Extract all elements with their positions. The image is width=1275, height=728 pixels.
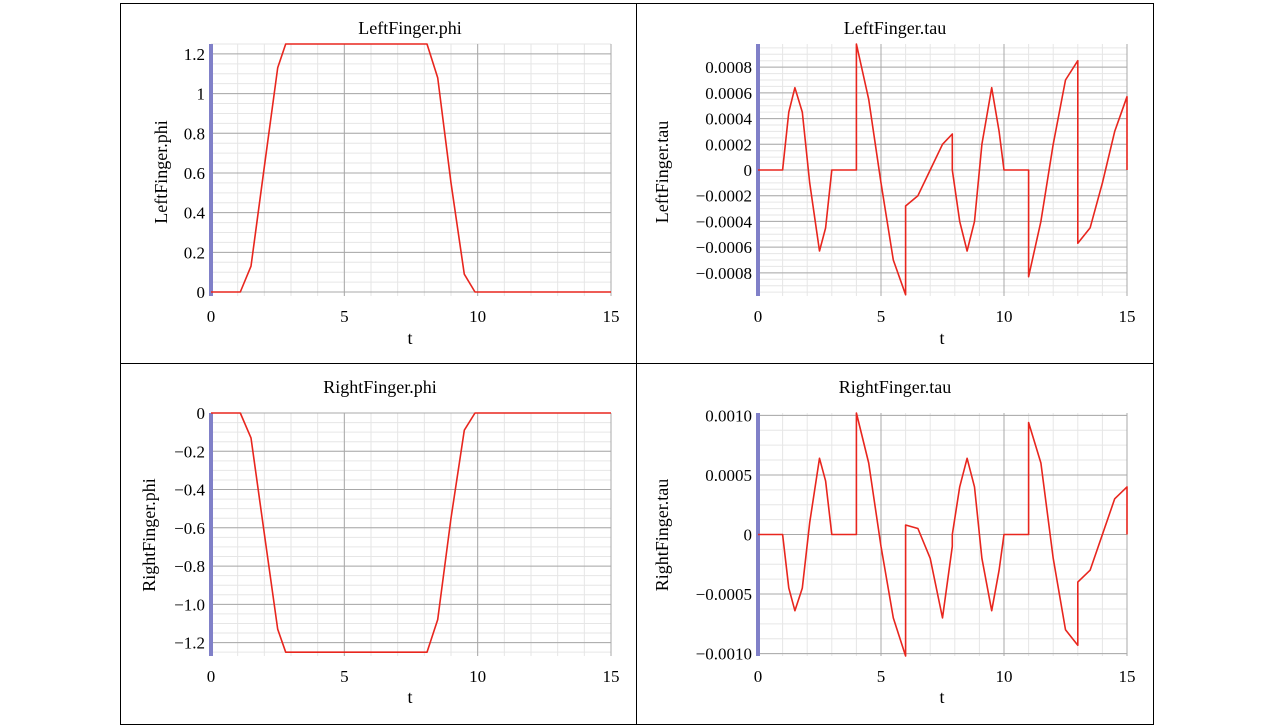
y-tick-label: −0.8 — [174, 557, 205, 576]
y-tick-label: 0.0006 — [705, 84, 752, 103]
series-line — [211, 412, 611, 653]
plot-title: LeftFinger.phi — [358, 18, 461, 38]
series-line — [211, 43, 611, 293]
plot-title: RightFinger.tau — [839, 377, 952, 397]
y-tick-label: 0.0002 — [705, 135, 752, 154]
y-tick-label: 0.0010 — [705, 406, 752, 425]
x-tick-label: 10 — [996, 307, 1013, 326]
y-tick-label: 0 — [197, 404, 206, 423]
series-line — [758, 412, 1128, 657]
x-tick-label: 0 — [754, 667, 763, 686]
plot-left-finger-tau: LeftFinger.tau t LeftFinger.tau 0 5 10 15 −0… — [652, 18, 1136, 348]
y-tick-label: 0 — [744, 526, 753, 545]
y-tick-label: 0.0005 — [705, 466, 752, 485]
y-tick-label: 1.2 — [184, 45, 205, 64]
plot-right-finger-phi: RightFinger.phi t RightFinger.phi 0 5 10 15… — [139, 377, 620, 707]
x-tick-label: 10 — [996, 667, 1013, 686]
y-tick-label: −0.0010 — [696, 645, 752, 664]
series-line — [758, 43, 1128, 296]
y-tick-label: 0 — [197, 283, 206, 302]
y-axis-label: LeftFinger.tau — [652, 121, 672, 223]
x-tick-label: 0 — [207, 307, 216, 326]
plot-title: RightFinger.phi — [323, 377, 437, 397]
y-tick-label: 0.0008 — [705, 58, 752, 77]
y-tick-label: −0.0002 — [696, 187, 752, 206]
y-tick-label: 0.0004 — [705, 110, 752, 129]
y-tick-label: −0.0008 — [696, 264, 752, 283]
x-tick-label: 5 — [340, 307, 349, 326]
x-tick-label: 10 — [469, 667, 486, 686]
y-tick-label: 1 — [197, 85, 206, 104]
y-tick-label: −0.0005 — [696, 585, 752, 604]
y-tick-label: −0.0004 — [696, 212, 753, 231]
x-tick-label: 10 — [469, 307, 486, 326]
x-axis-label: t — [939, 328, 944, 348]
y-tick-label: 0.4 — [184, 204, 206, 223]
plot-left-finger-phi: LeftFinger.phi t LeftFinger.phi 0 5 10 15 0 0… — [151, 18, 620, 348]
x-tick-label: 0 — [207, 667, 216, 686]
y-tick-label: −0.2 — [174, 442, 205, 461]
x-tick-label: 15 — [603, 667, 620, 686]
plot-right-finger-tau: RightFinger.tau t RightFinger.tau 0 5 10 15… — [652, 377, 1136, 707]
x-tick-label: 5 — [340, 667, 349, 686]
y-tick-label: −1.2 — [174, 634, 205, 653]
x-axis-label: t — [407, 687, 412, 707]
y-axis-label: RightFinger.tau — [652, 479, 672, 592]
plot-title: LeftFinger.tau — [844, 18, 946, 38]
x-tick-label: 0 — [754, 307, 763, 326]
y-tick-label: 0.8 — [184, 124, 205, 143]
y-axis-label: RightFinger.phi — [139, 478, 159, 592]
y-tick-label: −0.6 — [174, 519, 205, 538]
y-axis-label: LeftFinger.phi — [151, 120, 171, 223]
x-tick-label: 5 — [877, 667, 886, 686]
x-tick-label: 15 — [603, 307, 620, 326]
y-tick-label: −0.4 — [174, 481, 205, 500]
y-tick-label: 0.6 — [184, 164, 205, 183]
y-tick-label: −0.0006 — [696, 238, 752, 257]
x-axis-label: t — [939, 687, 944, 707]
x-axis-label: t — [407, 328, 412, 348]
x-tick-label: 15 — [1119, 307, 1136, 326]
x-tick-label: 15 — [1119, 667, 1136, 686]
x-tick-label: 5 — [877, 307, 886, 326]
y-tick-label: 0.2 — [184, 243, 205, 262]
y-tick-label: 0 — [744, 161, 753, 180]
y-tick-label: −1.0 — [174, 595, 205, 614]
